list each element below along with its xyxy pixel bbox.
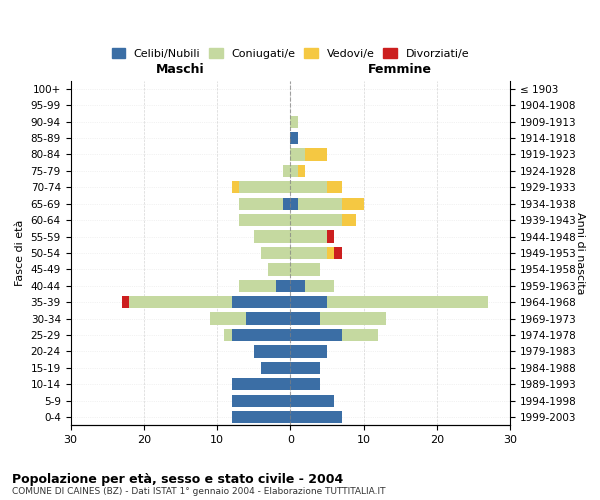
Bar bbox=[122, 296, 129, 308]
Bar bbox=[298, 198, 341, 210]
Bar bbox=[290, 263, 320, 276]
Bar bbox=[327, 296, 488, 308]
Text: COMUNE DI CAINES (BZ) - Dati ISTAT 1° gennaio 2004 - Elaborazione TUTTITALIA.IT: COMUNE DI CAINES (BZ) - Dati ISTAT 1° ge… bbox=[12, 488, 386, 496]
Bar bbox=[290, 132, 298, 144]
Bar bbox=[268, 263, 290, 276]
Bar bbox=[239, 214, 290, 226]
Bar bbox=[239, 198, 283, 210]
Bar bbox=[290, 181, 327, 194]
Bar bbox=[254, 346, 290, 358]
Bar bbox=[232, 411, 290, 423]
Bar bbox=[254, 230, 290, 242]
Bar bbox=[232, 181, 239, 194]
Bar bbox=[224, 329, 232, 341]
Bar bbox=[290, 198, 298, 210]
Legend: Celibi/Nubili, Coniugati/e, Vedovi/e, Divorziati/e: Celibi/Nubili, Coniugati/e, Vedovi/e, Di… bbox=[108, 45, 473, 62]
Bar bbox=[290, 280, 305, 292]
Bar bbox=[290, 165, 298, 177]
Bar bbox=[239, 181, 290, 194]
Bar bbox=[290, 329, 341, 341]
Bar bbox=[327, 247, 334, 259]
Bar bbox=[232, 296, 290, 308]
Text: Maschi: Maschi bbox=[156, 62, 205, 76]
Bar bbox=[290, 116, 298, 128]
Bar bbox=[334, 247, 341, 259]
Bar bbox=[290, 296, 327, 308]
Bar bbox=[341, 214, 356, 226]
Bar bbox=[305, 148, 327, 160]
Bar bbox=[129, 296, 232, 308]
Bar bbox=[276, 280, 290, 292]
Bar bbox=[261, 362, 290, 374]
Y-axis label: Anni di nascita: Anni di nascita bbox=[575, 212, 585, 294]
Bar bbox=[247, 312, 290, 325]
Bar bbox=[290, 312, 320, 325]
Bar bbox=[290, 362, 320, 374]
Bar bbox=[290, 394, 334, 407]
Text: Popolazione per età, sesso e stato civile - 2004: Popolazione per età, sesso e stato civil… bbox=[12, 472, 343, 486]
Bar bbox=[210, 312, 247, 325]
Bar bbox=[327, 230, 334, 242]
Bar bbox=[232, 378, 290, 390]
Bar bbox=[290, 230, 327, 242]
Bar bbox=[341, 198, 364, 210]
Bar bbox=[232, 394, 290, 407]
Bar bbox=[283, 165, 290, 177]
Bar bbox=[341, 329, 378, 341]
Bar bbox=[239, 280, 276, 292]
Bar bbox=[290, 214, 341, 226]
Bar bbox=[327, 181, 341, 194]
Y-axis label: Fasce di età: Fasce di età bbox=[15, 220, 25, 286]
Bar bbox=[298, 165, 305, 177]
Bar bbox=[261, 247, 290, 259]
Bar bbox=[232, 329, 290, 341]
Text: Femmine: Femmine bbox=[368, 62, 432, 76]
Bar bbox=[283, 198, 290, 210]
Bar bbox=[290, 346, 327, 358]
Bar bbox=[320, 312, 386, 325]
Bar bbox=[290, 411, 341, 423]
Bar bbox=[305, 280, 334, 292]
Bar bbox=[290, 247, 327, 259]
Bar bbox=[290, 378, 320, 390]
Bar bbox=[290, 148, 305, 160]
